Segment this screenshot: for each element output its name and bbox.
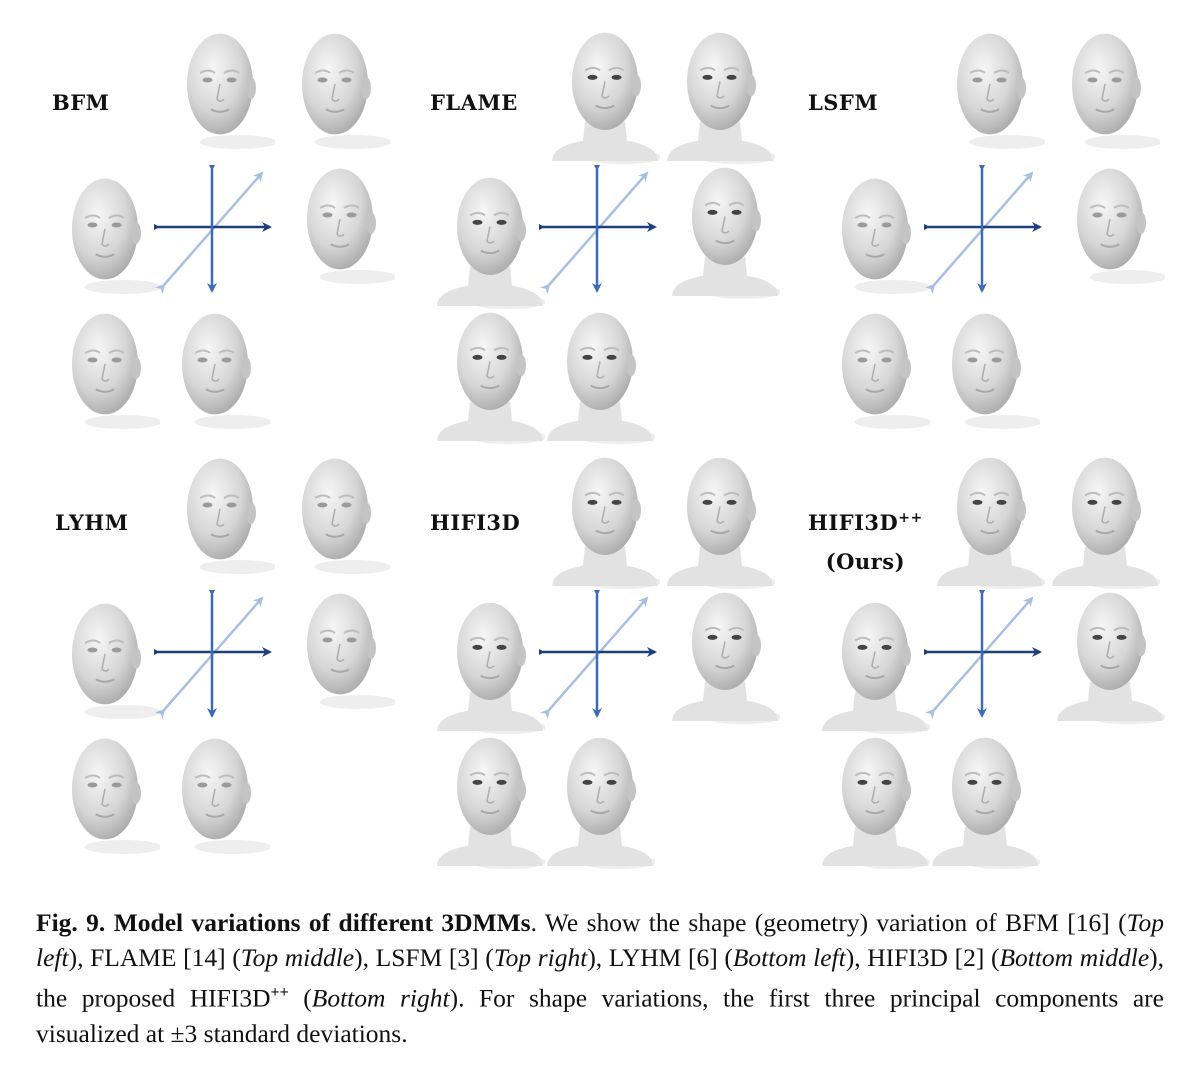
caption-text-5: ), HIFI3D [2] ( bbox=[845, 943, 1000, 972]
face-render bbox=[50, 735, 162, 859]
panel-label-text: LYHM bbox=[55, 510, 129, 535]
panel-label-superscript: ++ bbox=[898, 510, 923, 526]
face-render bbox=[165, 30, 277, 154]
panel-label-hifi3dpp: HIFI3D++ (Ours) bbox=[808, 510, 923, 574]
face-render bbox=[50, 175, 162, 299]
face-render bbox=[820, 735, 932, 874]
panel-flame: FLAME bbox=[415, 30, 800, 450]
face-render bbox=[435, 735, 547, 874]
panel-label-hifi3d: HIFI3D bbox=[430, 510, 520, 535]
caption-italic-3: Top right bbox=[493, 943, 588, 972]
panel-label-text: HIFI3D bbox=[808, 510, 899, 535]
face-render bbox=[1050, 455, 1162, 594]
caption-text-8: ). For shape variations, the first three… bbox=[36, 983, 1164, 1048]
caption-italic-6: Bottom right bbox=[311, 983, 450, 1013]
caption-text-2: ), FLAME [14] ( bbox=[68, 943, 241, 972]
caption-superscript: ++ bbox=[270, 984, 289, 1001]
face-render bbox=[935, 455, 1047, 594]
face-render bbox=[160, 310, 272, 434]
caption-text-7: ( bbox=[288, 983, 312, 1013]
caption-text-3: ), LSFM [3] ( bbox=[354, 943, 494, 972]
caption-fig-number: Fig. 9. bbox=[36, 908, 106, 937]
face-render bbox=[670, 590, 782, 729]
face-render bbox=[930, 310, 1042, 434]
panel-label-subtitle: (Ours) bbox=[825, 549, 906, 574]
face-render bbox=[935, 30, 1047, 154]
panel-bfm: BFM bbox=[30, 30, 415, 450]
face-render bbox=[545, 735, 657, 874]
face-render bbox=[165, 455, 277, 579]
face-render bbox=[435, 600, 547, 739]
panel-label-text: LSFM bbox=[808, 90, 879, 115]
face-render bbox=[50, 310, 162, 434]
figure: BFM FLAME LSFM LYHM HIFI3D HIFI3D++ (Ours) bbox=[30, 30, 1185, 875]
face-render bbox=[285, 165, 397, 289]
caption-italic-1: Top left bbox=[36, 908, 1165, 972]
panel-lsfm: LSFM bbox=[800, 30, 1185, 450]
panel-label-lyhm: LYHM bbox=[55, 510, 129, 535]
face-render bbox=[820, 310, 932, 434]
panel-label-text: BFM bbox=[52, 90, 110, 115]
variation-axes-icon bbox=[920, 586, 1044, 724]
face-render bbox=[1050, 30, 1162, 154]
face-render bbox=[280, 455, 392, 579]
face-render bbox=[545, 310, 657, 449]
panel-label-text: FLAME bbox=[430, 90, 518, 115]
face-render bbox=[665, 30, 777, 169]
caption-text-1: . We show the shape (geometry) variation… bbox=[530, 908, 1127, 937]
variation-axes-icon bbox=[150, 161, 274, 299]
caption-text-6: ), the proposed HIFI3D bbox=[36, 943, 1165, 1013]
caption-title: Model variations of different 3DMMs bbox=[113, 908, 531, 937]
face-render bbox=[550, 30, 662, 169]
caption-italic-4: Bottom left bbox=[732, 943, 846, 972]
face-render bbox=[930, 735, 1042, 874]
face-render bbox=[285, 590, 397, 714]
face-render bbox=[280, 30, 392, 154]
variation-axes-icon bbox=[150, 586, 274, 724]
face-render bbox=[665, 455, 777, 594]
panel-label-lsfm: LSFM bbox=[808, 90, 878, 115]
face-render bbox=[435, 310, 547, 449]
variation-axes-icon bbox=[535, 586, 659, 724]
face-render bbox=[670, 165, 782, 304]
face-render bbox=[1055, 590, 1167, 729]
face-render bbox=[50, 600, 162, 724]
panel-label-text: HIFI3D bbox=[430, 510, 521, 535]
panel-label-flame: FLAME bbox=[430, 90, 518, 115]
panel-lyhm: LYHM bbox=[30, 455, 415, 875]
panel-hifi3d: HIFI3D bbox=[415, 455, 800, 875]
variation-axes-icon bbox=[920, 161, 1044, 299]
face-render bbox=[160, 735, 272, 859]
panel-hifi3dpp: HIFI3D++ (Ours) bbox=[800, 455, 1185, 875]
panel-label-bfm: BFM bbox=[52, 90, 109, 115]
figure-caption: Fig. 9. Model variations of different 3D… bbox=[36, 905, 1164, 1051]
face-render bbox=[435, 175, 547, 314]
caption-italic-2: Top middle bbox=[240, 943, 355, 972]
face-render bbox=[820, 175, 932, 299]
caption-italic-5: Bottom middle bbox=[999, 943, 1150, 972]
face-render bbox=[550, 455, 662, 594]
caption-text-4: ), LYHM [6] ( bbox=[587, 943, 733, 972]
face-render bbox=[820, 600, 932, 739]
face-render bbox=[1055, 165, 1167, 289]
variation-axes-icon bbox=[535, 161, 659, 299]
